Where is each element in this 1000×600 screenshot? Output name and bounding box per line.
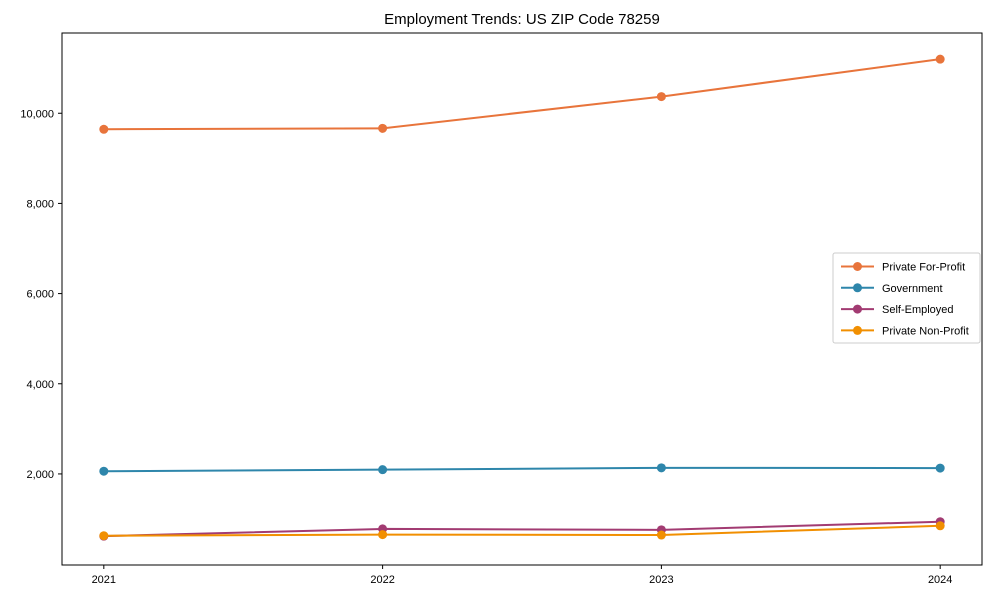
x-axis-tick-label: 2024 bbox=[928, 574, 952, 586]
legend-marker-private-non-profit bbox=[853, 325, 862, 335]
series-marker-private-non-profit bbox=[99, 531, 109, 541]
y-axis-tick-label: 6,000 bbox=[26, 289, 54, 301]
legend-box bbox=[832, 252, 981, 344]
series-marker-private-non-profit bbox=[378, 530, 388, 540]
series-marker-private-for-profit bbox=[378, 123, 388, 133]
legend-label-government: Government bbox=[882, 283, 943, 295]
series-marker-government bbox=[99, 466, 109, 476]
series-line-private-non-profit bbox=[103, 524, 941, 537]
series-line-self-employed bbox=[103, 520, 941, 538]
series-line-private-for-profit bbox=[103, 58, 941, 131]
legend-marker-private-for-profit bbox=[853, 262, 862, 271]
x-axis-tick-label: 2021 bbox=[92, 574, 116, 586]
y-axis-tick-label: 2,000 bbox=[26, 469, 54, 481]
series-marker-government bbox=[378, 465, 388, 475]
series-marker-government bbox=[656, 463, 666, 473]
plot-border bbox=[61, 32, 983, 566]
series-line-government bbox=[103, 466, 941, 473]
legend-marker-self-employed bbox=[853, 304, 862, 314]
legend-marker-government bbox=[853, 283, 862, 293]
series-marker-private-for-profit bbox=[99, 124, 109, 134]
series-marker-government bbox=[935, 463, 945, 473]
series-marker-private-non-profit bbox=[935, 521, 945, 531]
x-axis-tick-label: 2022 bbox=[370, 574, 394, 586]
series-marker-private-for-profit bbox=[656, 92, 666, 102]
legend-label-private-non-profit: Private Non-Profit bbox=[882, 325, 969, 337]
legend-label-self-employed: Self-Employed bbox=[882, 304, 954, 316]
y-axis-tick-label: 8,000 bbox=[26, 198, 54, 210]
legend-label-private-for-profit: Private For-Profit bbox=[882, 262, 965, 274]
series-marker-private-for-profit bbox=[935, 54, 945, 64]
y-axis-tick-label: 4,000 bbox=[26, 379, 54, 391]
chart-title: Employment Trends: US ZIP Code 78259 bbox=[384, 11, 660, 28]
series-marker-private-non-profit bbox=[656, 530, 666, 540]
y-axis-tick-label: 10,000 bbox=[20, 108, 54, 120]
x-axis-tick-label: 2023 bbox=[649, 574, 673, 586]
